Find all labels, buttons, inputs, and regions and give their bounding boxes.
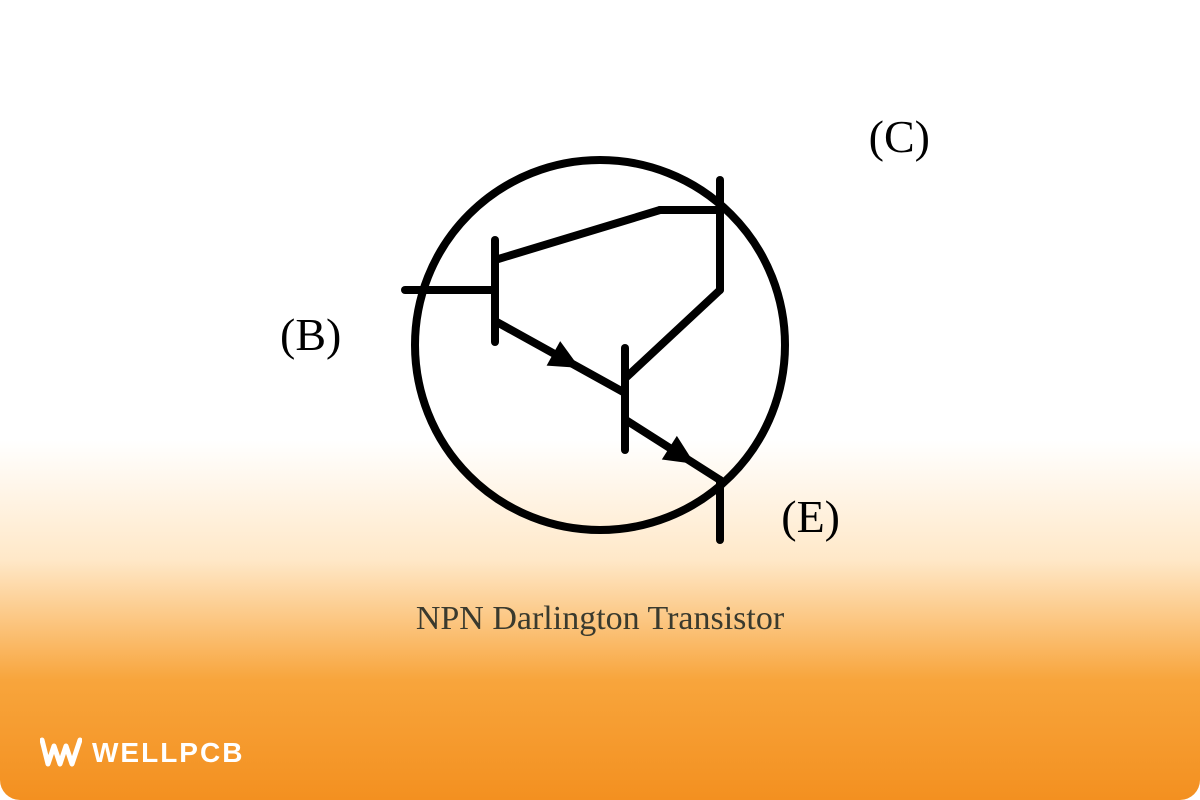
diagram-caption: NPN Darlington Transistor [416, 600, 784, 638]
brand-logo: WELLPCB [40, 736, 244, 770]
darlington-schematic-svg [320, 120, 880, 570]
wellpcb-logo-icon [40, 736, 82, 770]
schematic-diagram [320, 120, 880, 570]
diagram-card: (C) (B) (E) NPN Darlington Transistor WE… [0, 0, 1200, 800]
brand-logo-text: WELLPCB [92, 737, 244, 769]
